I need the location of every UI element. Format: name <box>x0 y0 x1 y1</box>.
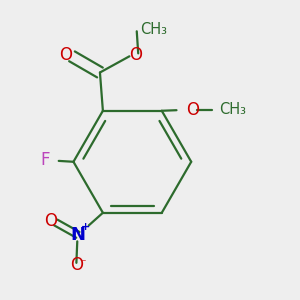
Text: +: + <box>81 223 90 232</box>
Text: O: O <box>44 212 57 230</box>
Text: O: O <box>186 101 199 119</box>
Text: O: O <box>70 256 83 274</box>
Text: ⁻: ⁻ <box>80 257 86 270</box>
Text: CH₃: CH₃ <box>219 102 246 117</box>
Text: N: N <box>70 226 86 244</box>
Text: O: O <box>129 46 142 64</box>
Text: CH₃: CH₃ <box>140 22 167 37</box>
Text: O: O <box>60 46 73 64</box>
Text: F: F <box>41 151 50 169</box>
